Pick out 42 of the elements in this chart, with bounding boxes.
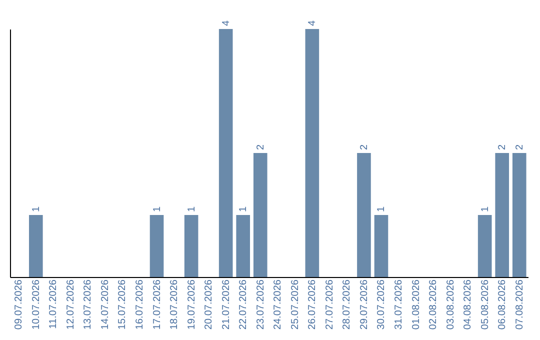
data-label: 1	[152, 206, 163, 212]
x-tick-label: 29.07.2026	[358, 279, 370, 330]
data-label: 2	[255, 144, 266, 150]
x-tick-label: 16.07.2026	[134, 279, 146, 330]
x-tick-label: 15.07.2026	[117, 279, 128, 330]
x-tick-label: 20.07.2026	[204, 279, 215, 330]
data-label: 1	[186, 206, 198, 212]
x-tick-label: 11.07.2026	[48, 279, 60, 329]
x-tick-label: 21.07.2026	[220, 279, 232, 330]
x-tick-label: 14.07.2026	[100, 279, 111, 330]
x-tick-label: 23.07.2026	[255, 279, 266, 330]
x-tick-label: 01.08.2026	[410, 279, 422, 330]
x-tick-label: 28.07.2026	[342, 279, 353, 330]
x-tick-label: 24.07.2026	[272, 279, 284, 330]
data-label: 1	[30, 206, 42, 212]
data-label: 2	[514, 144, 526, 150]
data-label: 1	[376, 206, 388, 212]
x-tick-label: 22.07.2026	[238, 279, 250, 330]
x-tick-label: 18.07.2026	[169, 279, 180, 330]
x-tick-label: 17.07.2026	[152, 279, 163, 330]
x-tick-label: 30.07.2026	[376, 279, 388, 330]
x-tick-label: 27.07.2026	[324, 279, 336, 330]
x-tick-label: 07.08.2026	[514, 279, 526, 330]
data-label: 4	[220, 20, 232, 26]
x-tick-label: 03.08.2026	[445, 279, 456, 330]
x-tick-label: 12.07.2026	[65, 279, 76, 330]
data-label: 1	[480, 206, 491, 212]
x-tick-label: 19.07.2026	[186, 279, 198, 330]
x-tick-label: 06.08.2026	[497, 279, 508, 330]
x-tick-label: 26.07.2026	[307, 279, 318, 330]
data-label: 4	[307, 20, 318, 26]
x-tick-label: 04.08.2026	[462, 279, 474, 330]
x-tick-label: 13.07.2026	[82, 279, 94, 330]
data-label: 1	[238, 206, 250, 212]
x-tick-label: 10.07.2026	[30, 279, 42, 330]
x-tick-label: 09.07.2026	[14, 279, 25, 330]
x-tick-label: 25.07.2026	[290, 279, 301, 330]
data-label: 2	[497, 144, 508, 150]
x-tick-label: 31.07.2026	[394, 279, 404, 330]
x-tick-label: 02.08.2026	[428, 279, 440, 330]
x-tick-label: 05.08.2026	[480, 279, 491, 330]
data-label: 2	[358, 144, 370, 150]
